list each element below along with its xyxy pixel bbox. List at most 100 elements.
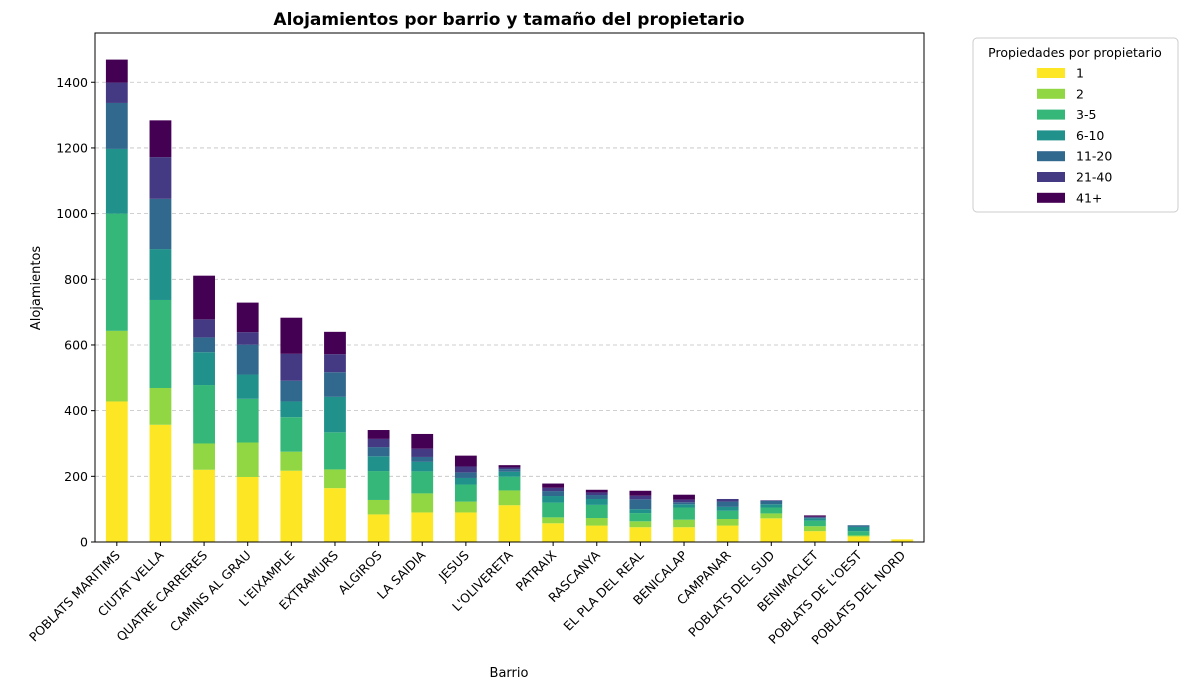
bar-segment [585, 525, 608, 542]
bar-segment [673, 502, 695, 505]
bar-segment [367, 499, 390, 515]
bar-segment [411, 433, 434, 449]
bar-segment [193, 352, 215, 386]
legend-swatch [1037, 151, 1065, 162]
bar-segment [629, 509, 652, 514]
bar-segment [367, 430, 390, 439]
bar-segment [760, 500, 783, 501]
legend-swatch [1037, 130, 1065, 141]
bar-segment [542, 523, 565, 542]
y-tick-label: 400 [64, 403, 88, 418]
bar-segment [411, 493, 434, 513]
bar-segment [847, 535, 870, 537]
bar-segment [760, 500, 783, 505]
y-tick-label: 1400 [56, 75, 88, 90]
bar-segment [498, 505, 521, 542]
bar-segment [236, 476, 259, 542]
bar-segment [542, 496, 565, 503]
bar-segment [716, 498, 739, 502]
bar-segment [673, 504, 695, 508]
bar-segment [411, 456, 434, 462]
bar-segment [629, 527, 652, 542]
bar-segment [804, 526, 826, 532]
bar-segment [847, 536, 870, 542]
bar-segment [804, 516, 826, 518]
bar-segment [629, 513, 652, 522]
bar-segment [280, 317, 303, 354]
x-tick-label: CAMINS AL GRAU [167, 548, 254, 635]
bar-segment [411, 471, 434, 494]
legend-title: Propiedades por propietario [988, 45, 1162, 60]
bar-segment [585, 495, 608, 499]
grid-lines [95, 81, 924, 477]
bar-segment [804, 531, 826, 542]
y-tick-label: 800 [64, 272, 88, 287]
bar-segment [716, 501, 739, 507]
legend-label: 21-40 [1076, 170, 1112, 185]
chart-title: Alojamientos por barrio y tamaño del pro… [273, 10, 744, 30]
bar-segment [673, 494, 695, 500]
bar-segment [498, 476, 521, 491]
bar-segment [673, 527, 695, 542]
bar-segment [585, 518, 608, 526]
y-tick-label: 200 [64, 469, 88, 484]
y-tick-label: 1200 [56, 140, 88, 155]
bar-segment [324, 469, 346, 489]
bar-segment [804, 520, 826, 527]
bar-segment [585, 489, 608, 493]
bar-segment [236, 442, 259, 477]
bar-segment [454, 501, 477, 513]
bar-segment [193, 319, 215, 338]
bar-segment [193, 385, 215, 444]
bar-segment [236, 302, 259, 333]
bar-segment [760, 513, 783, 519]
bar-segment [716, 506, 739, 511]
bar-segment [629, 490, 652, 496]
bar-segment [149, 120, 172, 158]
bar-segment [324, 354, 346, 373]
bar-segment [804, 517, 826, 519]
bar-segment [673, 507, 695, 520]
legend-label: 1 [1076, 66, 1084, 81]
legend-swatch [1037, 109, 1065, 120]
bar-segment [105, 148, 128, 214]
bar-segment [891, 539, 914, 542]
bar-segment [367, 514, 390, 542]
bar-segment [193, 275, 215, 320]
bar-segment [760, 507, 783, 514]
y-tick-label: 1000 [56, 206, 88, 221]
bar-segment [847, 531, 870, 536]
bar-segment [324, 488, 346, 542]
bar-segment [673, 499, 695, 503]
bar-segment [585, 498, 608, 505]
legend-label: 11-20 [1076, 149, 1112, 164]
bar-segment [498, 465, 521, 468]
legend-label: 3-5 [1076, 107, 1096, 122]
legend-swatch [1037, 68, 1065, 78]
bar-segment [236, 374, 259, 399]
bar-segment [367, 447, 390, 457]
bar-segment [542, 517, 565, 524]
bar-segment [280, 353, 303, 381]
bar-segment [105, 82, 128, 103]
bar-segment [324, 432, 346, 470]
bar-segment [280, 401, 303, 418]
bar-segment [411, 461, 434, 472]
bar-segment [454, 512, 477, 542]
y-axis-label: Alojamientos [29, 246, 44, 331]
bar-segment [716, 519, 739, 526]
legend: Propiedades por propietario 1 2 3-5 6-10 11-… [972, 37, 1179, 213]
bar-segment [105, 59, 128, 83]
bar-segment [498, 490, 521, 506]
bar-segment [498, 469, 521, 472]
bar-segment [716, 525, 739, 542]
bar-segment [149, 387, 172, 425]
legend-swatch [1037, 88, 1065, 99]
bar-segment [585, 492, 608, 496]
bar-segment [629, 495, 652, 500]
bar-segment [542, 487, 565, 492]
y-tick-label: 0 [80, 535, 88, 550]
bar-segment [367, 438, 390, 448]
bar-segment [324, 372, 346, 397]
